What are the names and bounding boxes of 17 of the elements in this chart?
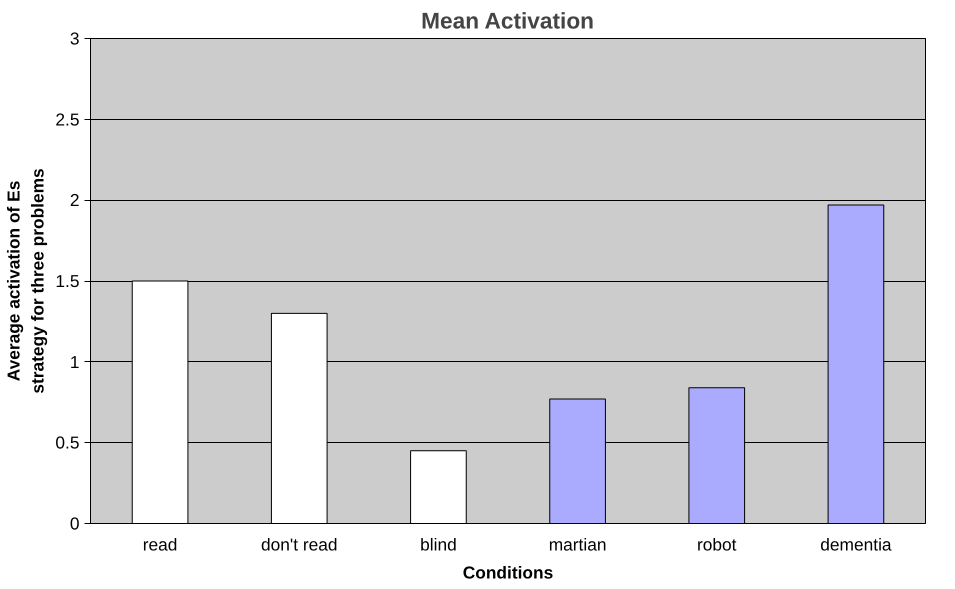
x-tick-label: blind (420, 534, 457, 554)
x-tick-label: dementia (820, 534, 892, 554)
y-tick-label: 1.5 (55, 271, 80, 291)
y-tick-label: 0 (70, 514, 80, 534)
x-tick-label: martian (548, 534, 606, 554)
x-tick-label: robot (697, 534, 737, 554)
x-axis-title: Conditions (462, 562, 554, 582)
bar (410, 450, 467, 524)
y-tick-label: 0.5 (55, 432, 80, 453)
x-tick-label: read (142, 534, 178, 554)
y-tick-label: 1 (70, 352, 80, 372)
y-tick-label: 2 (70, 190, 80, 210)
chart-title: Mean Activation (421, 8, 594, 34)
x-tick-label: don't read (260, 534, 338, 554)
y-tick-label: 3 (70, 28, 80, 48)
y-tick-label: 2.5 (55, 109, 80, 130)
y-axis-title: Average activation of Es strategy for three problems (3, 168, 48, 394)
